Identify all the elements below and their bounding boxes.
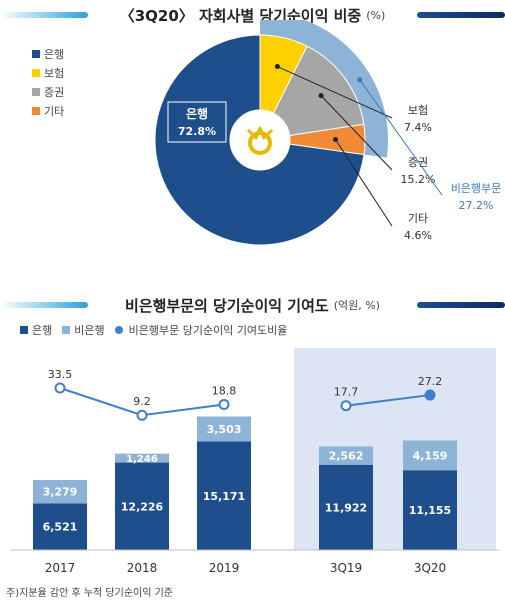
bar-bank-2018 xyxy=(115,462,169,550)
footnote: 주)지분율 감안 후 누적 당기순이익 기준 xyxy=(6,588,173,599)
pie-legend-swatch xyxy=(32,87,40,96)
legend-ratio-marker xyxy=(114,326,123,334)
ratio-point-2017 xyxy=(54,382,66,394)
ratio-label-2017: 33.5 xyxy=(48,368,73,381)
bar-title-unit: (억원, %) xyxy=(333,299,380,312)
bar-title: 비은행부문의 당기순이익 기여도 xyxy=(125,296,329,315)
pie-center-hole xyxy=(230,110,290,170)
bar-nonbank-3Q20 xyxy=(403,440,457,471)
pie-legend-item: 은행 xyxy=(32,44,64,63)
legend-nonbank-swatch xyxy=(62,326,71,334)
pie-group-value: 27.2% xyxy=(459,199,494,212)
ratio-label-3Q20: 27.2 xyxy=(418,375,443,388)
pie-label-value-3: 4.6% xyxy=(404,229,432,242)
bank-label-box xyxy=(167,101,227,143)
pie-legend-item: 기타 xyxy=(32,101,64,120)
bar-nonbank-label-2019: 3,503 xyxy=(207,423,242,436)
ratio-label-3Q19: 17.7 xyxy=(334,386,359,399)
bar-bank-label-2017: 6,521 xyxy=(43,521,78,534)
legend-nonbank-label: 비은행 xyxy=(74,324,105,337)
ratio-point-3Q19 xyxy=(340,400,352,412)
bar-chart: 6,521 3,279 12,226 1,246 15,171 3,503 11,922 2,… xyxy=(10,348,500,575)
title-bar-left-2 xyxy=(0,302,88,308)
title-bar-right-1 xyxy=(417,12,505,18)
bar-nonbank-2017 xyxy=(33,479,87,504)
pie-label-value-2: 15.2% xyxy=(401,173,436,186)
pie-legend-label: 증권 xyxy=(44,85,65,99)
pie-legend-swatch xyxy=(32,106,40,115)
pie-label-bank-value: 72.8% xyxy=(178,125,216,138)
pie-label-name-3: 기타 xyxy=(408,212,428,225)
pie-legend-label: 은행 xyxy=(44,47,65,61)
pie-chart: 은행 72.8% 보험 7.4% 증권 15.2% 기타 4.6% 비은행부문 27.2% xyxy=(154,20,502,246)
bar-nonbank-label-2018: 1,246 xyxy=(126,454,158,465)
pie-label-bank-name: 은행 xyxy=(186,106,208,121)
pie-callout-line-2 xyxy=(320,95,393,171)
bar-legend: 은행 비은행 비은행부문 당기순이익 기여도비율 xyxy=(20,322,297,338)
legend-ratio-label: 비은행부문 당기순이익 기여도비율 xyxy=(128,324,288,337)
pie-legend-label: 보험 xyxy=(44,66,65,80)
x-tick-3Q19: 3Q19 xyxy=(330,561,362,575)
pie-legend-item: 증권 xyxy=(32,82,64,101)
ratio-line-1 xyxy=(345,394,431,407)
bar-bank-label-3Q20: 11,155 xyxy=(409,504,451,517)
bar-section-title: 비은행부문의 당기순이익 기여도 (억원, %) xyxy=(0,292,505,318)
bar-bank-2017 xyxy=(33,503,87,550)
bar-nonbank-label-3Q19: 2,562 xyxy=(329,450,364,463)
pie-group-name: 비은행부문 xyxy=(451,182,502,195)
bar-bank-3Q19 xyxy=(319,464,373,550)
x-tick-2019: 2019 xyxy=(209,561,240,575)
x-tick-2018: 2018 xyxy=(127,561,158,575)
bar-bank-3Q20 xyxy=(403,470,457,550)
bar-nonbank-label-2017: 3,279 xyxy=(43,486,78,499)
legend-bank: 은행 xyxy=(20,322,52,338)
ratio-point-3Q20 xyxy=(424,389,436,401)
bar-bank-label-3Q19: 11,922 xyxy=(325,501,367,514)
x-tick-3Q20: 3Q20 xyxy=(414,561,446,575)
pie-legend-swatch xyxy=(32,68,40,77)
legend-bank-label: 은행 xyxy=(32,324,53,337)
pie-callout-line-3 xyxy=(335,139,393,227)
pie-label-name-2: 증권 xyxy=(408,156,428,169)
bar-bank-2019 xyxy=(197,441,251,550)
x-tick-2017: 2017 xyxy=(45,561,76,575)
pie-title-unit: (%) xyxy=(366,8,386,22)
bar-nonbank-3Q19 xyxy=(319,446,373,465)
ratio-point-2019 xyxy=(218,398,230,410)
pie-label-name-1: 보험 xyxy=(408,104,428,117)
bar-nonbank-label-3Q20: 4,159 xyxy=(413,449,448,462)
ratio-label-2019: 18.8 xyxy=(212,384,237,397)
ratio-label-2018: 9.2 xyxy=(133,395,151,408)
ratio-point-2018 xyxy=(136,409,148,421)
title-bar-left-1 xyxy=(0,12,88,18)
pie-label-value-1: 7.4% xyxy=(404,121,432,134)
pie-legend-label: 기타 xyxy=(44,104,65,118)
legend-ratio: 비은행부문 당기순이익 기여도비율 xyxy=(114,322,288,338)
pie-legend-swatch xyxy=(32,49,40,58)
bar-nonbank-2019 xyxy=(197,416,251,442)
title-bar-right-2 xyxy=(417,302,505,308)
legend-bank-swatch xyxy=(20,326,28,334)
emblem-icon xyxy=(248,131,272,155)
legend-nonbank: 비은행 xyxy=(62,322,105,338)
emblem-crown-icon xyxy=(246,126,274,140)
pie-nonbank-ring xyxy=(260,20,388,158)
bar-bank-label-2018: 12,226 xyxy=(121,500,164,513)
pie-group-line xyxy=(359,79,443,196)
pie-callout-line-1 xyxy=(277,66,393,119)
bar-nonbank-2018 xyxy=(115,453,169,463)
pie-legend-item: 보험 xyxy=(32,63,64,82)
bar-bank-label-2019: 15,171 xyxy=(203,490,245,503)
